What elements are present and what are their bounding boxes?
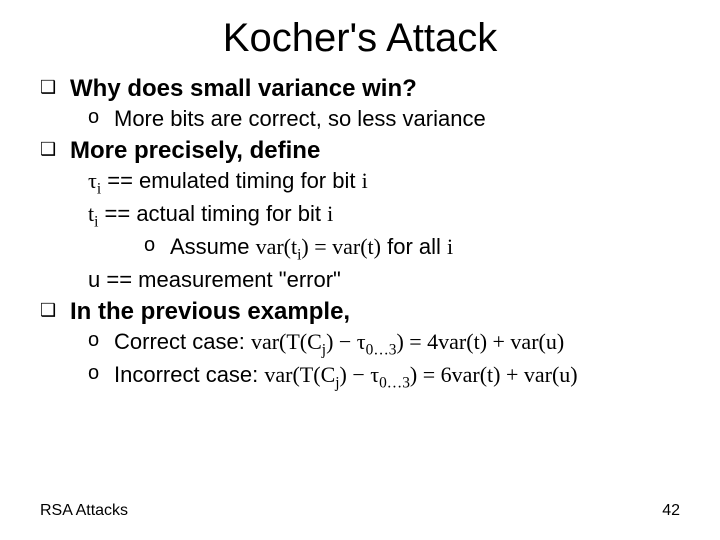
assume-var1: var(t [256, 234, 298, 259]
t-text: == actual timing for bit [98, 201, 327, 226]
footer-left: RSA Attacks [40, 502, 128, 520]
bullet-why-sub: More bits are correct, so less variance [40, 105, 680, 133]
correct-b-sub: 0…3 [366, 341, 397, 358]
assume-word: Assume [170, 234, 256, 259]
assume-forall: for all [381, 234, 447, 259]
def-assume: Assume var(ti) = var(t) for all i [40, 234, 680, 264]
incorrect-b-sub: 0…3 [379, 375, 410, 392]
bullet-why: Why does small variance win? [40, 75, 680, 103]
assume-i: i [447, 234, 453, 259]
correct-c: ) = 4var(t) + var(u) [396, 329, 564, 354]
slide: Kocher's Attack Why does small variance … [0, 0, 720, 540]
def-u: u == measurement "error" [40, 266, 680, 294]
correct-a: var(T(C [251, 329, 322, 354]
content-list: Why does small variance win? More bits a… [40, 75, 680, 393]
incorrect-c: ) = 6var(t) + var(u) [410, 362, 578, 387]
correct-b: ) − τ [326, 329, 366, 354]
incorrect-label: Incorrect case: [114, 362, 264, 387]
slide-title: Kocher's Attack [40, 16, 680, 61]
def-t: ti == actual timing for bit i [40, 200, 680, 232]
footer-right: 42 [662, 502, 680, 520]
tau-symbol: τ [88, 168, 97, 193]
incorrect-a: var(T(C [264, 362, 335, 387]
tau-text: == emulated timing for bit [101, 168, 361, 193]
bullet-define: More precisely, define [40, 137, 680, 165]
tau-i: i [362, 168, 368, 193]
incorrect-b: ) − τ [340, 362, 380, 387]
correct-label: Correct case: [114, 329, 251, 354]
case-incorrect: Incorrect case: var(T(Cj) − τ0…3) = 6var… [40, 361, 680, 393]
case-correct: Correct case: var(T(Cj) − τ0…3) = 4var(t… [40, 328, 680, 360]
assume-var2: ) = var(t) [301, 234, 381, 259]
def-tau: τi == emulated timing for bit i [40, 167, 680, 199]
bullet-prev-example: In the previous example, [40, 298, 680, 326]
t-i: i [327, 201, 333, 226]
